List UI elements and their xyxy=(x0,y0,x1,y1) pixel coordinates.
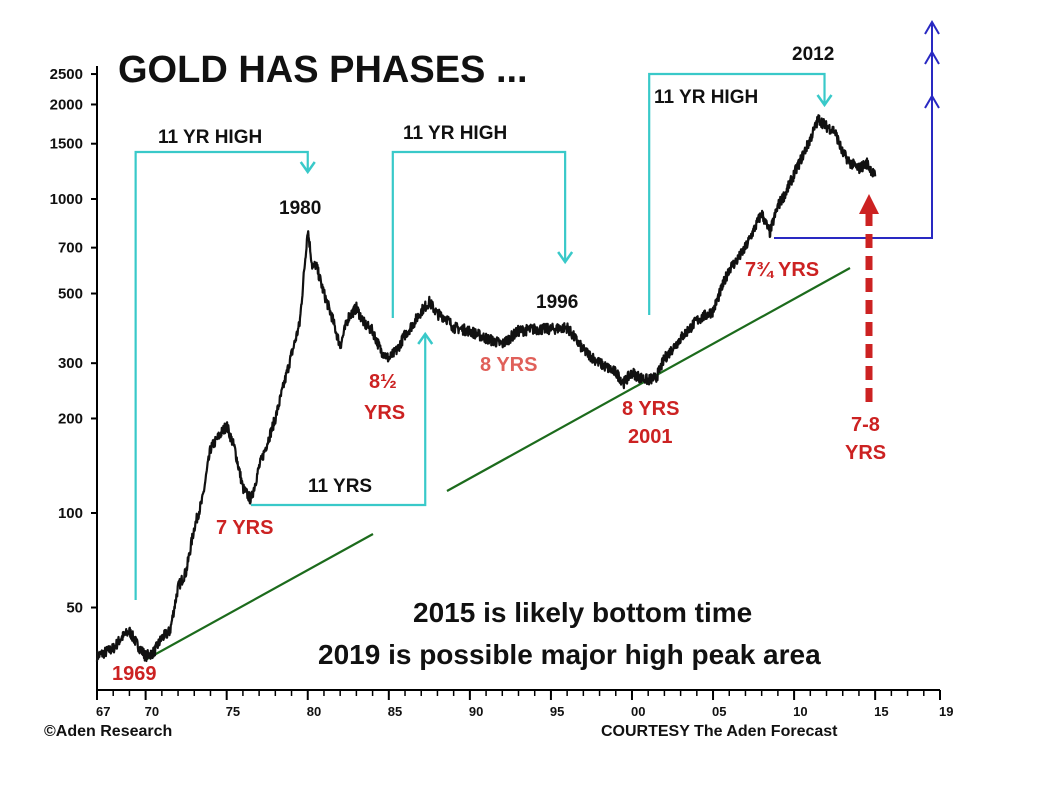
y-tick-label: 1500 xyxy=(50,136,83,153)
y-tick-label: 300 xyxy=(58,355,83,372)
peak-label-1996: 1996 xyxy=(536,292,578,313)
bracket-line xyxy=(648,72,826,315)
x-tick-label: 10 xyxy=(793,704,807,719)
forecast-arrow-head xyxy=(924,20,940,35)
x-tick-label: 00 xyxy=(631,704,645,719)
arrow-head xyxy=(299,161,316,175)
x-tick-label: 80 xyxy=(307,704,321,719)
y-tick-label: 700 xyxy=(58,240,83,257)
peak-label-2012: 2012 xyxy=(792,44,834,65)
arrow-head xyxy=(557,251,574,265)
y-tick-label: 1000 xyxy=(50,191,83,208)
y-axis: 50 100 200 300 500 700 1000 1500 2000 2500 xyxy=(50,66,98,690)
y-tick-label: 500 xyxy=(58,286,83,303)
credit-aden-research: ©Aden Research xyxy=(44,723,172,740)
x-tick-label: 15 xyxy=(874,704,888,719)
y-tick-label: 50 xyxy=(66,600,83,617)
x-axis: 67 70 75 80 85 90 95 00 05 10 15 19 xyxy=(96,689,953,719)
forecast-line xyxy=(774,22,933,239)
bracket-line xyxy=(134,150,309,600)
arrow-head xyxy=(816,94,833,108)
cycle-label-8-yrs-2001: 8 YRS xyxy=(622,398,679,420)
cycle-label-8-half: 8½ xyxy=(369,371,397,393)
x-tick-label: 67 xyxy=(96,704,110,719)
cycle-label-7-three-quarter-yrs: 7¾ YRS xyxy=(745,259,819,281)
x-tick-label: 90 xyxy=(469,704,483,719)
cycle-label-8-yrs-1996: 8 YRS xyxy=(480,354,537,376)
note-bottom-time: 2015 is likely bottom time xyxy=(413,597,752,628)
note-peak-area: 2019 is possible major high peak area xyxy=(318,639,821,670)
bracket-label-1980-high: 11 YR HIGH xyxy=(158,127,262,148)
bracket-line xyxy=(391,150,567,318)
y-tick-label: 200 xyxy=(58,410,83,427)
gold-price-line xyxy=(95,114,877,663)
trendline-1969-1985 xyxy=(144,533,374,661)
bracket-label-1996-high: 11 YR HIGH xyxy=(403,123,507,144)
y-tick-label: 100 xyxy=(58,505,83,522)
x-tick-label: 85 xyxy=(388,704,402,719)
x-tick-label: 19 xyxy=(939,704,953,719)
forecast-arrow-head xyxy=(924,50,940,65)
cycle-label-8-half-yrs: YRS xyxy=(364,402,405,424)
arrow-head xyxy=(417,331,434,345)
credit-aden-forecast: COURTESY The Aden Forecast xyxy=(601,723,838,740)
bracket-label-2012-high: 11 YR HIGH xyxy=(654,87,758,108)
forecast-arrow-head xyxy=(924,94,940,109)
cycle-label-7-8-yrs: YRS xyxy=(845,442,886,464)
y-tick-label: 2500 xyxy=(50,66,83,83)
cycle-label-1969: 1969 xyxy=(112,663,157,685)
bracket-line-11-yrs xyxy=(250,334,427,507)
x-tick-label: 75 xyxy=(226,704,240,719)
chart-title: GOLD HAS PHASES ... xyxy=(118,49,528,91)
peak-label-1980: 1980 xyxy=(279,198,321,219)
cycle-label-7-8: 7-8 xyxy=(851,414,880,436)
cycle-label-2001: 2001 xyxy=(628,426,673,448)
y-tick-label: 2000 xyxy=(50,96,83,113)
x-tick-label: 95 xyxy=(550,704,564,719)
cycle-arrow-head xyxy=(859,194,879,214)
x-tick-label: 05 xyxy=(712,704,726,719)
x-tick-label: 70 xyxy=(145,704,159,719)
bracket-label-11-yrs: 11 YRS xyxy=(308,476,372,497)
cycle-label-7-yrs: 7 YRS xyxy=(216,517,273,539)
